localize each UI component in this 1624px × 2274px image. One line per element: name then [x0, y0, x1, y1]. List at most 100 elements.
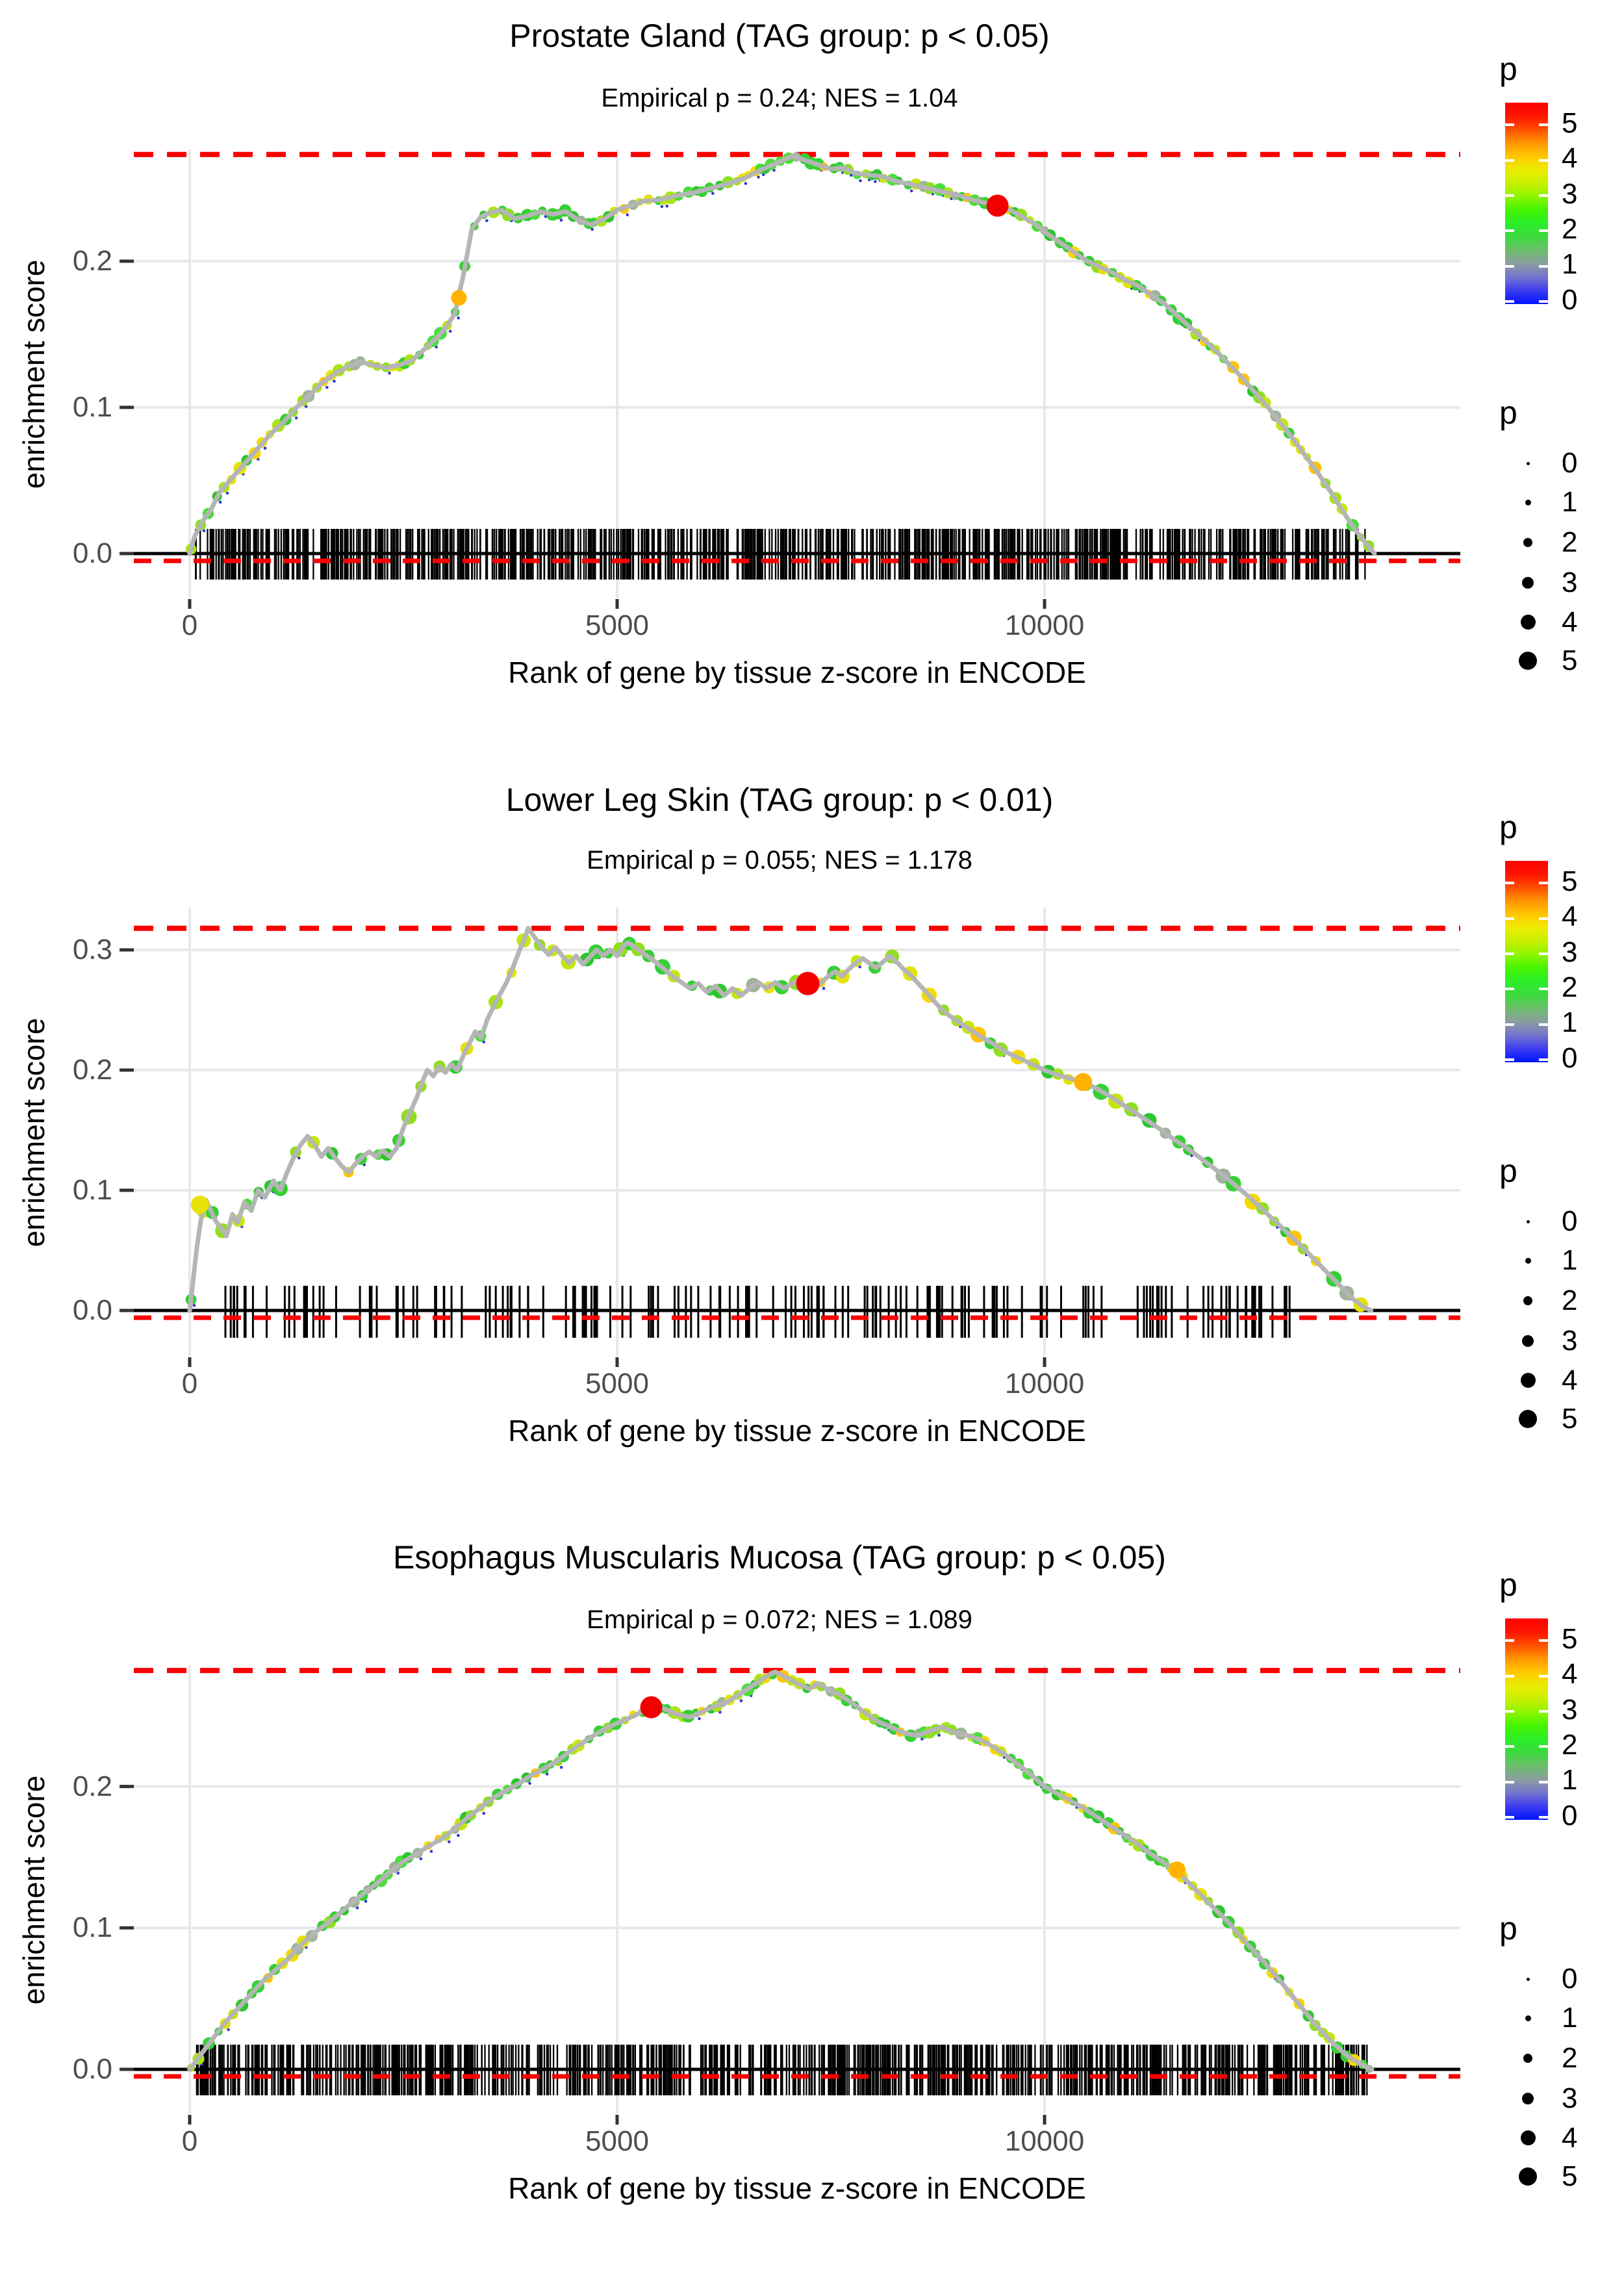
- enrichment-plot-esophagus: [120, 1665, 1460, 2125]
- colorbar-tick-3: 3: [1562, 936, 1578, 968]
- colorbar-tick-2: 2: [1562, 213, 1578, 245]
- enrichment-plot-lower-leg-skin: [120, 908, 1460, 1367]
- colorbar-tick-5: 5: [1562, 865, 1578, 897]
- x-tick-label-5000: 5000: [585, 609, 649, 641]
- y-tick-label-0.1: 0.1: [72, 1174, 112, 1206]
- size-dot-p0: [1527, 1220, 1530, 1223]
- y-axis-title: enrichment score: [17, 259, 51, 489]
- size-tick-2: 2: [1562, 1284, 1578, 1316]
- colorbar-tick-4: 4: [1562, 142, 1578, 174]
- plot-title: Prostate Gland (TAG group: p < 0.05): [509, 18, 1050, 54]
- y-tick-label-0.3: 0.3: [72, 934, 112, 965]
- plot-title: Esophagus Muscularis Mucosa (TAG group: …: [393, 1539, 1166, 1576]
- size-dot-p5: [1519, 2167, 1537, 2186]
- y-axis-title: enrichment score: [17, 1775, 51, 2005]
- size-dot-p3: [1522, 2093, 1534, 2104]
- size-dot-p0: [1527, 1978, 1530, 1981]
- size-dot-p0: [1527, 462, 1530, 465]
- colorbar-tick-2: 2: [1562, 971, 1578, 1003]
- size-dot-p4: [1521, 1373, 1536, 1388]
- size-legend-title: p: [1499, 1153, 1517, 1189]
- colorbar-tick-4: 4: [1562, 901, 1578, 932]
- size-tick-2: 2: [1562, 526, 1578, 558]
- y-tick-label-0.2: 0.2: [72, 1770, 112, 1802]
- size-dot-p2: [1523, 538, 1532, 547]
- size-dot-p3: [1522, 577, 1534, 589]
- x-tick-label-10000: 10000: [1004, 609, 1085, 641]
- size-dot-p5: [1519, 1410, 1537, 1428]
- y-tick-label-0.0: 0.0: [72, 2053, 112, 2085]
- colorbar-tick-4: 4: [1562, 1658, 1578, 1690]
- size-tick-3: 3: [1562, 1325, 1578, 1357]
- p-colorbar: [1505, 861, 1548, 1062]
- size-legend-title: p: [1499, 394, 1517, 431]
- x-tick-label-10000: 10000: [1004, 2125, 1085, 2157]
- y-tick-label-0.2: 0.2: [72, 245, 112, 277]
- colorbar-legend-title: p: [1499, 1566, 1517, 1603]
- size-dot-p4: [1521, 615, 1536, 630]
- size-tick-5: 5: [1562, 2160, 1578, 2192]
- colorbar-legend-title: p: [1499, 809, 1517, 845]
- y-axis-title: enrichment score: [17, 1017, 51, 1247]
- colorbar-tick-3: 3: [1562, 1694, 1578, 1726]
- size-dot-p2: [1523, 1296, 1532, 1305]
- size-tick-3: 3: [1562, 567, 1578, 598]
- colorbar-tick-1: 1: [1562, 1006, 1578, 1038]
- x-tick-label-10000: 10000: [1004, 1368, 1085, 1399]
- size-tick-4: 4: [1562, 1364, 1578, 1396]
- y-tick-label-0.0: 0.0: [72, 1294, 112, 1326]
- colorbar-tick-0: 0: [1562, 284, 1578, 316]
- panel-esophagus-muscularis-mucosa: Esophagus Muscularis Mucosa (TAG group: …: [0, 1516, 1624, 2274]
- x-axis-title: Rank of gene by tissue z-score in ENCODE: [508, 2171, 1086, 2205]
- colorbar-tick-3: 3: [1562, 178, 1578, 210]
- colorbar-tick-1: 1: [1562, 1764, 1578, 1796]
- x-tick-label-0: 0: [181, 1368, 198, 1399]
- colorbar-tick-5: 5: [1562, 107, 1578, 139]
- size-dot-p2: [1523, 2054, 1532, 2063]
- size-tick-1: 1: [1562, 486, 1578, 518]
- x-tick-label-5000: 5000: [585, 2125, 649, 2157]
- p-colorbar: [1505, 103, 1548, 304]
- x-axis-title: Rank of gene by tissue z-score in ENCODE: [508, 656, 1086, 689]
- x-tick-label-0: 0: [181, 609, 198, 641]
- y-tick-label-0.1: 0.1: [72, 1911, 112, 1943]
- size-dot-p1: [1525, 2015, 1531, 2021]
- size-tick-4: 4: [1562, 2122, 1578, 2154]
- size-dot-p1: [1525, 500, 1531, 505]
- size-tick-5: 5: [1562, 645, 1578, 676]
- size-tick-0: 0: [1562, 1205, 1578, 1237]
- plot-subtitle: Empirical p = 0.055; NES = 1.178: [587, 846, 972, 875]
- size-dot-p1: [1525, 1258, 1531, 1264]
- size-tick-0: 0: [1562, 1963, 1578, 1995]
- panel-prostate-gland: Prostate Gland (TAG group: p < 0.05) Emp…: [0, 0, 1624, 758]
- size-tick-5: 5: [1562, 1403, 1578, 1435]
- colorbar-tick-5: 5: [1562, 1623, 1578, 1655]
- colorbar-tick-2: 2: [1562, 1729, 1578, 1761]
- size-legend-title: p: [1499, 1910, 1517, 1947]
- y-tick-label-0.2: 0.2: [72, 1054, 112, 1086]
- x-tick-label-5000: 5000: [585, 1368, 649, 1399]
- colorbar-tick-0: 0: [1562, 1042, 1578, 1074]
- size-tick-2: 2: [1562, 2042, 1578, 2074]
- size-tick-1: 1: [1562, 2002, 1578, 2034]
- plot-subtitle: Empirical p = 0.072; NES = 1.089: [587, 1605, 972, 1634]
- colorbar-tick-0: 0: [1562, 1800, 1578, 1832]
- p-colorbar: [1505, 1618, 1548, 1820]
- y-tick-label-0.1: 0.1: [72, 391, 112, 423]
- size-tick-4: 4: [1562, 606, 1578, 638]
- size-tick-1: 1: [1562, 1244, 1578, 1276]
- enrichment-plot-prostate-gland: [120, 149, 1460, 609]
- size-tick-3: 3: [1562, 2082, 1578, 2114]
- y-tick-label-0.0: 0.0: [72, 537, 112, 569]
- size-tick-0: 0: [1562, 447, 1578, 479]
- size-dot-p5: [1519, 652, 1537, 670]
- x-axis-title: Rank of gene by tissue z-score in ENCODE: [508, 1414, 1086, 1448]
- colorbar-legend-title: p: [1499, 51, 1517, 87]
- panel-lower-leg-skin: Lower Leg Skin (TAG group: p < 0.01) Emp…: [0, 758, 1624, 1516]
- size-dot-p3: [1522, 1335, 1534, 1347]
- size-dot-p4: [1521, 2130, 1536, 2145]
- plot-title: Lower Leg Skin (TAG group: p < 0.01): [505, 782, 1054, 818]
- plot-subtitle: Empirical p = 0.24; NES = 1.04: [601, 84, 958, 112]
- colorbar-tick-1: 1: [1562, 248, 1578, 280]
- x-tick-label-0: 0: [181, 2125, 198, 2157]
